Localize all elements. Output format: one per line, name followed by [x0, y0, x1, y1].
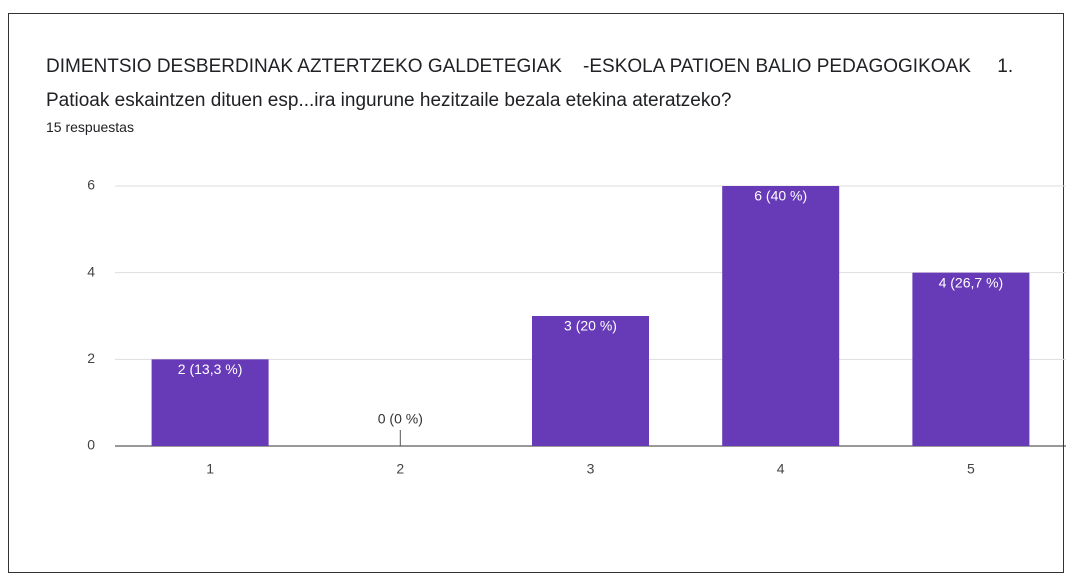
- page: DIMENTSIO DESBERDINAK AZTERTZEKO GALDETE…: [8, 13, 1066, 573]
- data-label: 4 (26,7 %): [939, 274, 1004, 290]
- x-tick-label: 4: [777, 461, 785, 477]
- data-label: 0 (0 %): [378, 411, 423, 427]
- chart-title: DIMENTSIO DESBERDINAK AZTERTZEKO GALDETE…: [46, 56, 1019, 111]
- x-tick-label: 2: [396, 461, 404, 477]
- bar: [722, 186, 840, 446]
- x-tick-label: 3: [587, 461, 595, 477]
- y-tick-label: 2: [87, 350, 95, 366]
- bar: [912, 272, 1030, 446]
- data-label: 6 (40 %): [754, 188, 807, 204]
- bar: [151, 359, 269, 446]
- y-tick-label: 4: [87, 263, 95, 279]
- y-tick-label: 0: [87, 437, 95, 453]
- chart: 0 2 4 6 1 2 (13,3 %) 2 0 (0 %) 3 3 (20 %) 4 6 (40 %…: [87, 177, 1066, 477]
- x-tick-label: 5: [967, 461, 975, 477]
- x-tick-label: 1: [206, 461, 214, 477]
- bar: [532, 316, 649, 446]
- chart-subtitle: 15 respuestas: [46, 119, 134, 135]
- data-label: 3 (20 %): [564, 318, 617, 334]
- y-tick-label: 6: [87, 177, 95, 193]
- data-label: 2 (13,3 %): [178, 361, 243, 377]
